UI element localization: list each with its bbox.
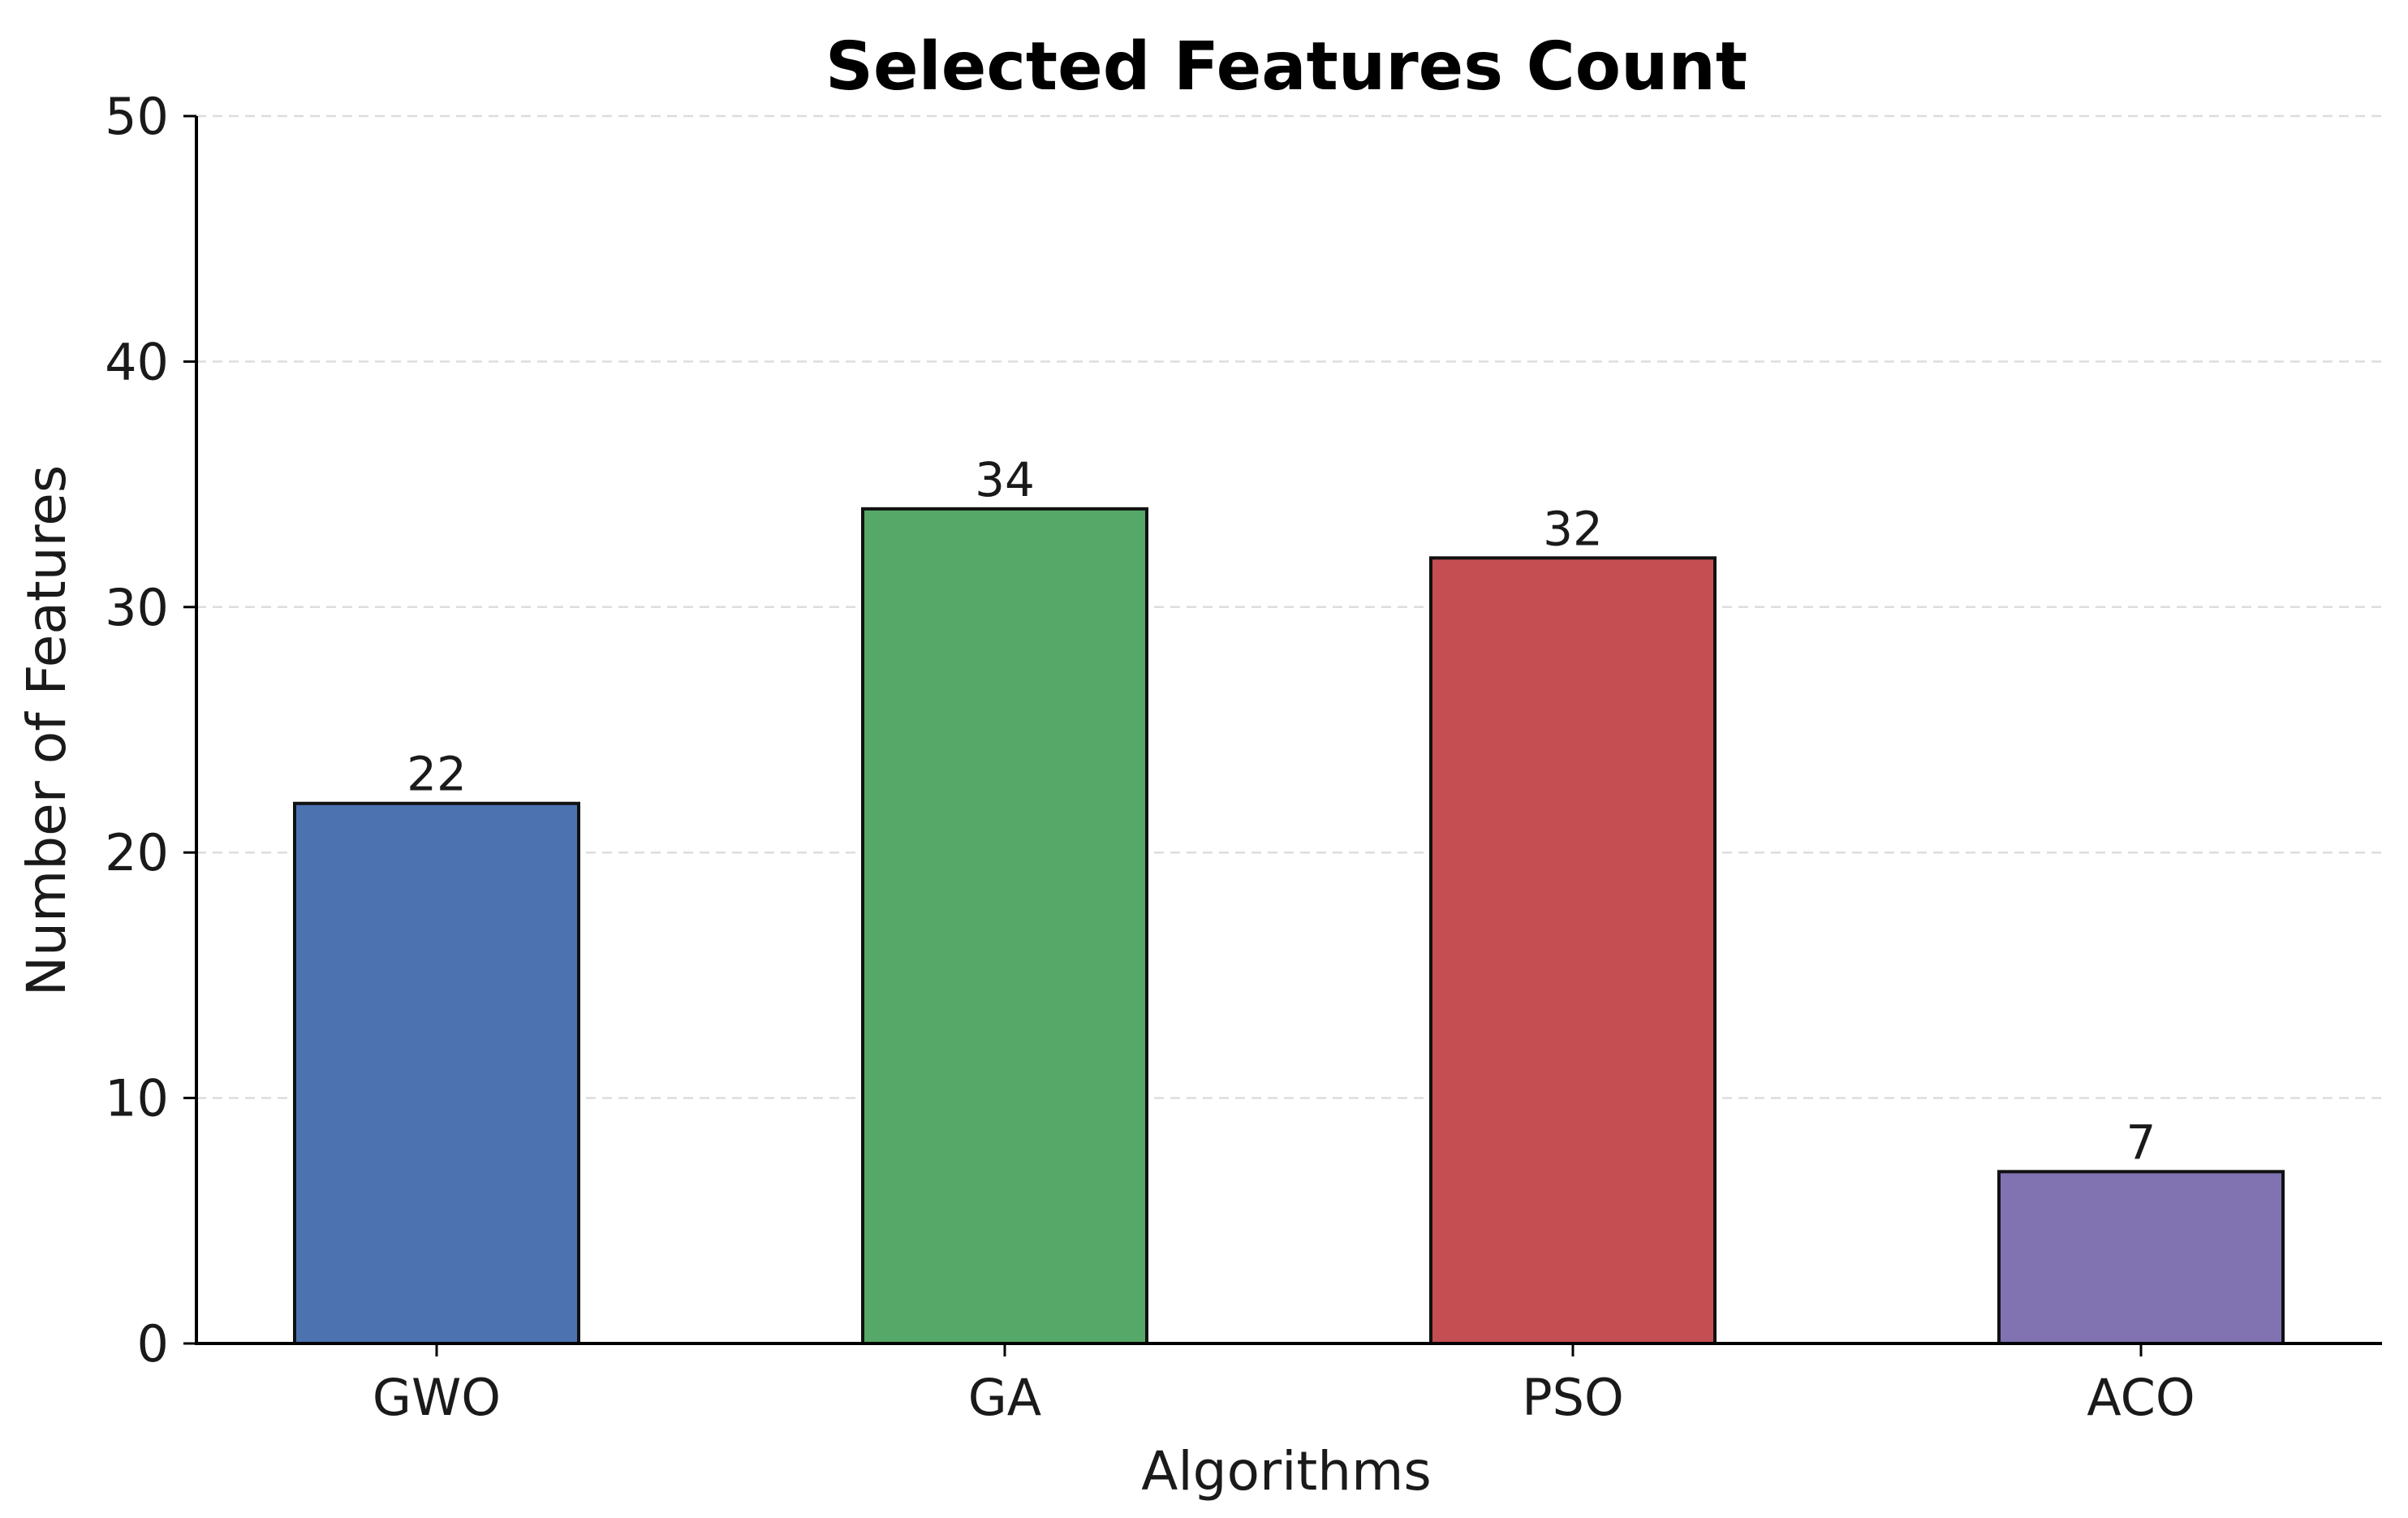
x-axis-ticks: GWO GA PSO ACO: [373, 1343, 2195, 1427]
y-tick-label: 0: [137, 1314, 169, 1374]
y-tick-label: 50: [105, 87, 169, 146]
bar-ga: [861, 507, 1148, 1346]
y-tick-label: 30: [105, 578, 169, 637]
y-axis-label: Number of Features: [15, 465, 78, 997]
bar-pso: [1429, 556, 1717, 1345]
chart-title: Selected Features Count: [825, 28, 1747, 106]
bar-aco: [1997, 1170, 2285, 1345]
bar-value-label: 7: [2126, 1115, 2156, 1170]
y-tick-label: 40: [105, 332, 169, 391]
x-tick-label: GA: [968, 1368, 1041, 1427]
y-tick-label: 20: [105, 823, 169, 882]
x-tick-label: ACO: [2087, 1368, 2195, 1427]
bar-value-label: 34: [975, 452, 1035, 507]
x-tick-label: GWO: [373, 1368, 501, 1427]
y-axis-ticks: 0 10 20 30 40 50: [105, 87, 196, 1374]
bar-gwo: [293, 801, 580, 1345]
y-tick-label: 10: [105, 1069, 169, 1128]
bar-value-labels: 22 34 32 7: [407, 452, 2156, 1170]
bar-value-label: 32: [1543, 501, 1603, 556]
x-tick-label: PSO: [1522, 1368, 1624, 1427]
x-axis-label: Algorithms: [1141, 1440, 1432, 1503]
bar-value-label: 22: [407, 747, 467, 802]
bars: [293, 507, 2285, 1346]
